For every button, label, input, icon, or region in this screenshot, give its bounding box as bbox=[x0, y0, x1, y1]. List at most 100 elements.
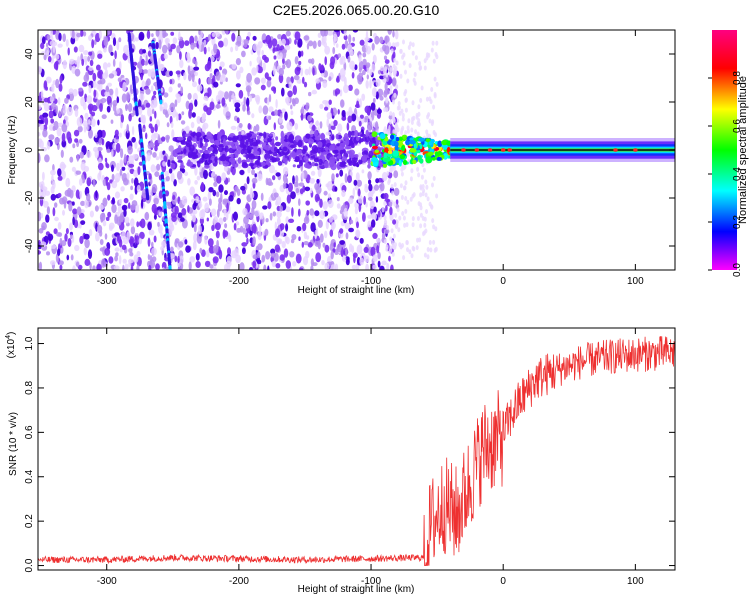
heatmap-cell bbox=[215, 104, 221, 109]
heatmap-cell bbox=[193, 233, 198, 243]
heatmap-cell bbox=[399, 48, 403, 54]
heatmap-cell bbox=[55, 78, 60, 89]
heatmap-cell bbox=[339, 228, 344, 234]
heatmap-cell bbox=[79, 151, 84, 159]
heatmap-cell bbox=[416, 120, 420, 126]
heatmap-peak bbox=[487, 148, 493, 152]
heatmap-cell bbox=[324, 262, 330, 270]
heatmap-cell bbox=[356, 221, 359, 229]
heatmap-cell bbox=[319, 103, 324, 110]
heatmap-cell bbox=[316, 178, 320, 184]
heatmap-cell bbox=[147, 221, 152, 231]
heatmap-cell bbox=[377, 251, 381, 260]
heatmap-cell bbox=[314, 210, 320, 217]
heatmap-cell bbox=[297, 139, 303, 147]
heatmap-cell bbox=[199, 149, 204, 153]
heatmap-cell bbox=[147, 254, 151, 260]
heatmap-cell bbox=[404, 130, 408, 136]
heatmap-cell bbox=[364, 255, 370, 263]
heatmap-cell bbox=[343, 34, 348, 41]
heatmap-cell bbox=[314, 182, 320, 191]
heatmap-cell bbox=[230, 30, 237, 33]
heatmap-cell bbox=[349, 49, 354, 56]
heatmap-cell bbox=[128, 248, 133, 253]
heatmap-cell bbox=[206, 217, 209, 222]
heatmap-cell bbox=[339, 89, 343, 97]
heatmap-cell bbox=[204, 63, 211, 72]
heatmap-cell bbox=[436, 156, 442, 161]
heatmap-cell bbox=[384, 82, 388, 91]
heatmap-cell bbox=[94, 133, 98, 139]
heatmap-cell bbox=[130, 226, 136, 235]
heatmap-cell bbox=[392, 99, 395, 105]
heatmap-cell bbox=[367, 121, 373, 130]
heatmap-cell bbox=[343, 133, 349, 141]
heatmap-cell bbox=[354, 88, 360, 96]
heatmap-cell bbox=[158, 224, 163, 234]
heatmap-cell bbox=[151, 133, 157, 141]
heatmap-cell bbox=[348, 197, 354, 204]
heatmap-cell bbox=[260, 192, 264, 201]
heatmap-cell bbox=[129, 84, 133, 93]
heatmap-cell bbox=[217, 144, 224, 153]
heatmap-cell bbox=[324, 106, 329, 111]
heatmap-cell bbox=[122, 258, 127, 264]
heatmap-cell bbox=[329, 144, 335, 151]
heatmap-cell bbox=[186, 52, 191, 60]
heatmap-cell bbox=[97, 129, 103, 138]
heatmap-cell bbox=[192, 240, 197, 251]
heatmap-cell bbox=[228, 157, 235, 163]
heatmap-cell bbox=[108, 256, 114, 264]
heatmap-cell bbox=[170, 246, 174, 253]
heatmap-cell bbox=[88, 84, 92, 94]
heatmap-cell bbox=[129, 252, 134, 257]
heatmap-cell bbox=[225, 141, 230, 146]
heatmap-cell bbox=[397, 105, 401, 111]
heatmap-cell bbox=[118, 37, 122, 43]
heatmap-cell bbox=[281, 38, 286, 46]
heatmap-cell bbox=[430, 204, 434, 210]
heatmap-cell bbox=[212, 256, 219, 264]
heatmap-cell bbox=[365, 62, 371, 68]
heatmap-cell bbox=[296, 164, 301, 169]
heatmap-cell bbox=[258, 105, 263, 114]
heatmap-cell bbox=[70, 254, 74, 261]
heatmap-cell bbox=[105, 86, 110, 93]
heatmap-cell bbox=[40, 42, 45, 50]
heatmap-cell bbox=[140, 58, 145, 66]
heatmap-cell bbox=[165, 175, 170, 182]
heatmap-cell bbox=[132, 61, 138, 66]
heatmap-cell bbox=[419, 98, 423, 103]
heatmap-cell bbox=[300, 106, 305, 116]
heatmap-cell bbox=[404, 208, 408, 214]
heatmap-cell bbox=[219, 77, 223, 83]
heatmap-cell bbox=[308, 40, 314, 47]
heatmap-cell bbox=[201, 249, 206, 257]
heatmap-cell bbox=[410, 253, 414, 259]
heatmap-cell bbox=[38, 65, 42, 75]
heatmap-cell bbox=[178, 113, 182, 121]
heatmap-cell bbox=[317, 141, 323, 148]
heatmap-cell bbox=[134, 37, 139, 42]
heatmap-cell bbox=[324, 45, 331, 55]
heatmap-cell bbox=[421, 140, 425, 145]
heatmap-tone-core bbox=[450, 149, 675, 151]
heatmap-cell bbox=[121, 93, 127, 103]
heatmap-cell bbox=[372, 143, 376, 147]
heatmap-cell bbox=[215, 71, 221, 81]
heatmap-cell bbox=[146, 152, 151, 162]
heatmap-cell bbox=[131, 178, 134, 184]
heatmap-cell bbox=[190, 151, 197, 160]
heatmap-cell bbox=[221, 153, 226, 162]
heatmap-cell bbox=[285, 260, 291, 269]
heatmap-cell bbox=[273, 192, 279, 198]
heatmap-cell bbox=[298, 182, 305, 187]
heatmap-cell bbox=[408, 63, 412, 69]
heatmap-cell bbox=[336, 75, 340, 82]
heatmap-cell bbox=[362, 154, 368, 160]
heatmap-cell bbox=[275, 200, 279, 206]
heatmap-cell bbox=[99, 103, 103, 112]
heatmap-cell bbox=[260, 84, 266, 91]
heatmap-cell bbox=[393, 201, 397, 207]
